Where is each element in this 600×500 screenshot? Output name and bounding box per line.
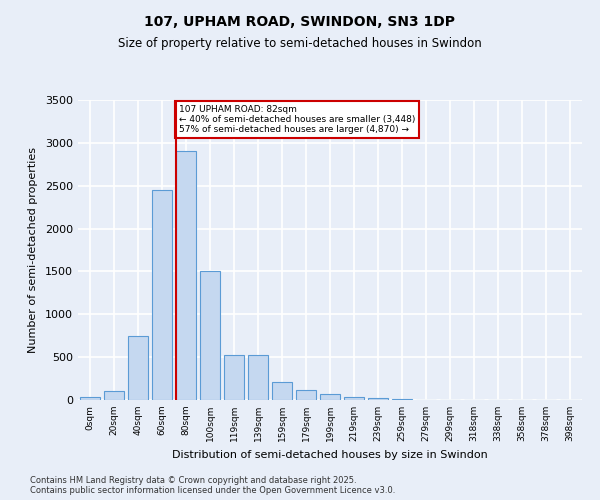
Bar [200,272,220,400]
Bar [320,394,340,400]
X-axis label: Distribution of semi-detached houses by size in Swindon: Distribution of semi-detached houses by … [172,450,488,460]
Bar [80,398,100,400]
Text: Contains HM Land Registry data © Crown copyright and database right 2025.
Contai: Contains HM Land Registry data © Crown c… [30,476,395,495]
Bar [224,354,244,400]
Bar [272,382,292,400]
Bar [152,190,172,400]
Text: 107 UPHAM ROAD: 82sqm
← 40% of semi-detached houses are smaller (3,448)
57% of s: 107 UPHAM ROAD: 82sqm ← 40% of semi-deta… [179,104,415,134]
Bar [176,152,196,400]
Bar [392,399,412,400]
Y-axis label: Number of semi-detached properties: Number of semi-detached properties [28,147,38,353]
Text: Size of property relative to semi-detached houses in Swindon: Size of property relative to semi-detach… [118,38,482,51]
Text: 107, UPHAM ROAD, SWINDON, SN3 1DP: 107, UPHAM ROAD, SWINDON, SN3 1DP [145,15,455,29]
Bar [344,396,364,400]
Bar [368,398,388,400]
Bar [296,390,316,400]
Bar [128,336,148,400]
Bar [104,390,124,400]
Bar [248,354,268,400]
